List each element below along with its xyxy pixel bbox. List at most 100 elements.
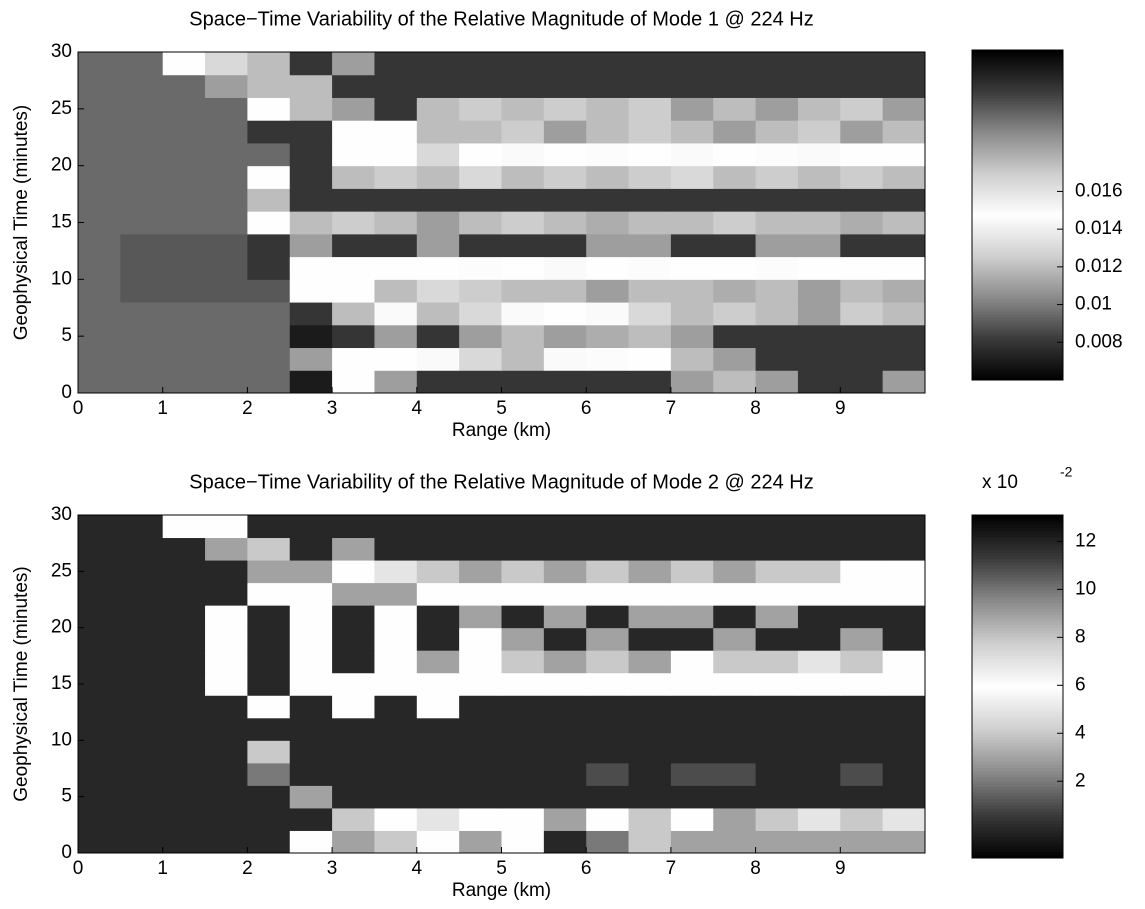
heat-cell <box>247 165 291 189</box>
y-tick-label: 20 <box>51 617 72 638</box>
colorbar-band <box>972 580 1063 585</box>
heat-cell <box>205 279 248 303</box>
heat-cell <box>586 740 630 764</box>
colorbar-band <box>972 755 1063 759</box>
colorbar-band <box>972 808 1063 812</box>
colorbar-band <box>972 717 1063 722</box>
heat-cell <box>882 650 926 674</box>
colorbar-band <box>972 549 1063 553</box>
colorbar-band <box>972 245 1063 249</box>
colorbar-band <box>972 314 1063 318</box>
heat-cell <box>501 807 545 831</box>
colorbar-band <box>972 65 1063 69</box>
heat-cell <box>162 302 206 326</box>
heat-cell <box>205 672 248 696</box>
heat-cell <box>840 188 884 212</box>
heat-cell <box>374 233 418 258</box>
heat-cell <box>628 695 672 719</box>
heat-cell <box>289 560 333 584</box>
heat-cell <box>120 672 164 696</box>
colorbar-band <box>972 98 1063 102</box>
colorbar-band <box>972 645 1063 650</box>
heat-cell <box>247 560 291 584</box>
colorbar-band <box>972 533 1063 538</box>
heat-cell <box>670 605 714 629</box>
colorbar-band <box>972 284 1063 288</box>
colorbar-band <box>972 558 1063 563</box>
colorbar-band <box>972 839 1063 843</box>
colorbar-band <box>972 251 1063 255</box>
heat-cell <box>840 97 884 121</box>
heat-cell <box>797 347 841 371</box>
colorbar-band <box>972 230 1063 234</box>
colorbar-band <box>972 823 1063 828</box>
heat-cell <box>247 785 291 809</box>
colorbar-band <box>972 149 1063 153</box>
colorbar-band <box>972 113 1063 117</box>
colorbar-band <box>972 795 1063 800</box>
colorbar-band <box>972 299 1063 303</box>
colorbar-band <box>972 633 1063 638</box>
heat-cell <box>247 695 291 719</box>
colorbar-band <box>972 592 1063 597</box>
heat-cell <box>459 740 502 764</box>
colorbar-band <box>972 630 1063 634</box>
heat-cell <box>78 347 121 371</box>
colorbar-band <box>972 664 1063 669</box>
heat-cell <box>332 370 375 394</box>
colorbar-band <box>972 742 1063 747</box>
heat-cell <box>416 324 460 349</box>
heat-cell <box>332 52 375 76</box>
heat-cell <box>543 515 587 539</box>
heat-cell <box>755 762 799 786</box>
heat-cell <box>670 188 714 212</box>
heat-cell <box>713 279 757 303</box>
colorbar-band <box>972 176 1063 180</box>
colorbar-band <box>972 317 1063 321</box>
heat-cell <box>162 233 206 258</box>
heat-cell <box>501 537 545 561</box>
heat-cell <box>501 52 545 76</box>
x-tick-label: 5 <box>496 398 507 419</box>
heat-cell <box>247 717 291 741</box>
y-axis-label: Geophysical Time (minutes) <box>11 566 32 801</box>
heat-cell <box>670 830 714 854</box>
heat-cell <box>586 650 630 674</box>
heat-cell <box>416 672 460 696</box>
heat-cell <box>670 762 714 786</box>
heat-cell <box>755 627 799 651</box>
y-tick-label: 25 <box>51 98 72 119</box>
heat-cell <box>543 830 587 854</box>
colorbar-band <box>972 851 1063 856</box>
heat-cell <box>459 256 502 280</box>
colorbar-band <box>972 521 1063 525</box>
heat-cell <box>374 537 418 561</box>
heat-cell <box>120 695 164 719</box>
heat-cell <box>205 762 248 786</box>
colorbar-band <box>972 589 1063 594</box>
heat-cell <box>628 256 672 280</box>
heat-cell <box>332 740 375 764</box>
heat-cell <box>416 740 460 764</box>
heat-cell <box>247 582 291 606</box>
heat-cell <box>120 347 164 371</box>
heat-cell <box>713 52 757 76</box>
heat-cell <box>120 717 164 741</box>
heat-cell <box>416 347 460 371</box>
heat-cell <box>755 740 799 764</box>
heat-cell <box>459 302 502 326</box>
heat-cell <box>586 830 630 854</box>
heat-cell <box>205 324 248 349</box>
colorbar-band <box>972 185 1063 189</box>
heat-cell <box>755 279 799 303</box>
heat-cell <box>78 672 121 696</box>
heat-cell <box>162 560 206 584</box>
heat-cell <box>713 211 757 235</box>
heat-cell <box>120 165 164 189</box>
heat-cell <box>247 830 291 854</box>
heat-cell <box>797 717 841 741</box>
heat-cell <box>459 515 502 539</box>
heat-cell <box>628 165 672 189</box>
heat-cell <box>501 188 545 212</box>
colorbar-band <box>972 377 1063 381</box>
